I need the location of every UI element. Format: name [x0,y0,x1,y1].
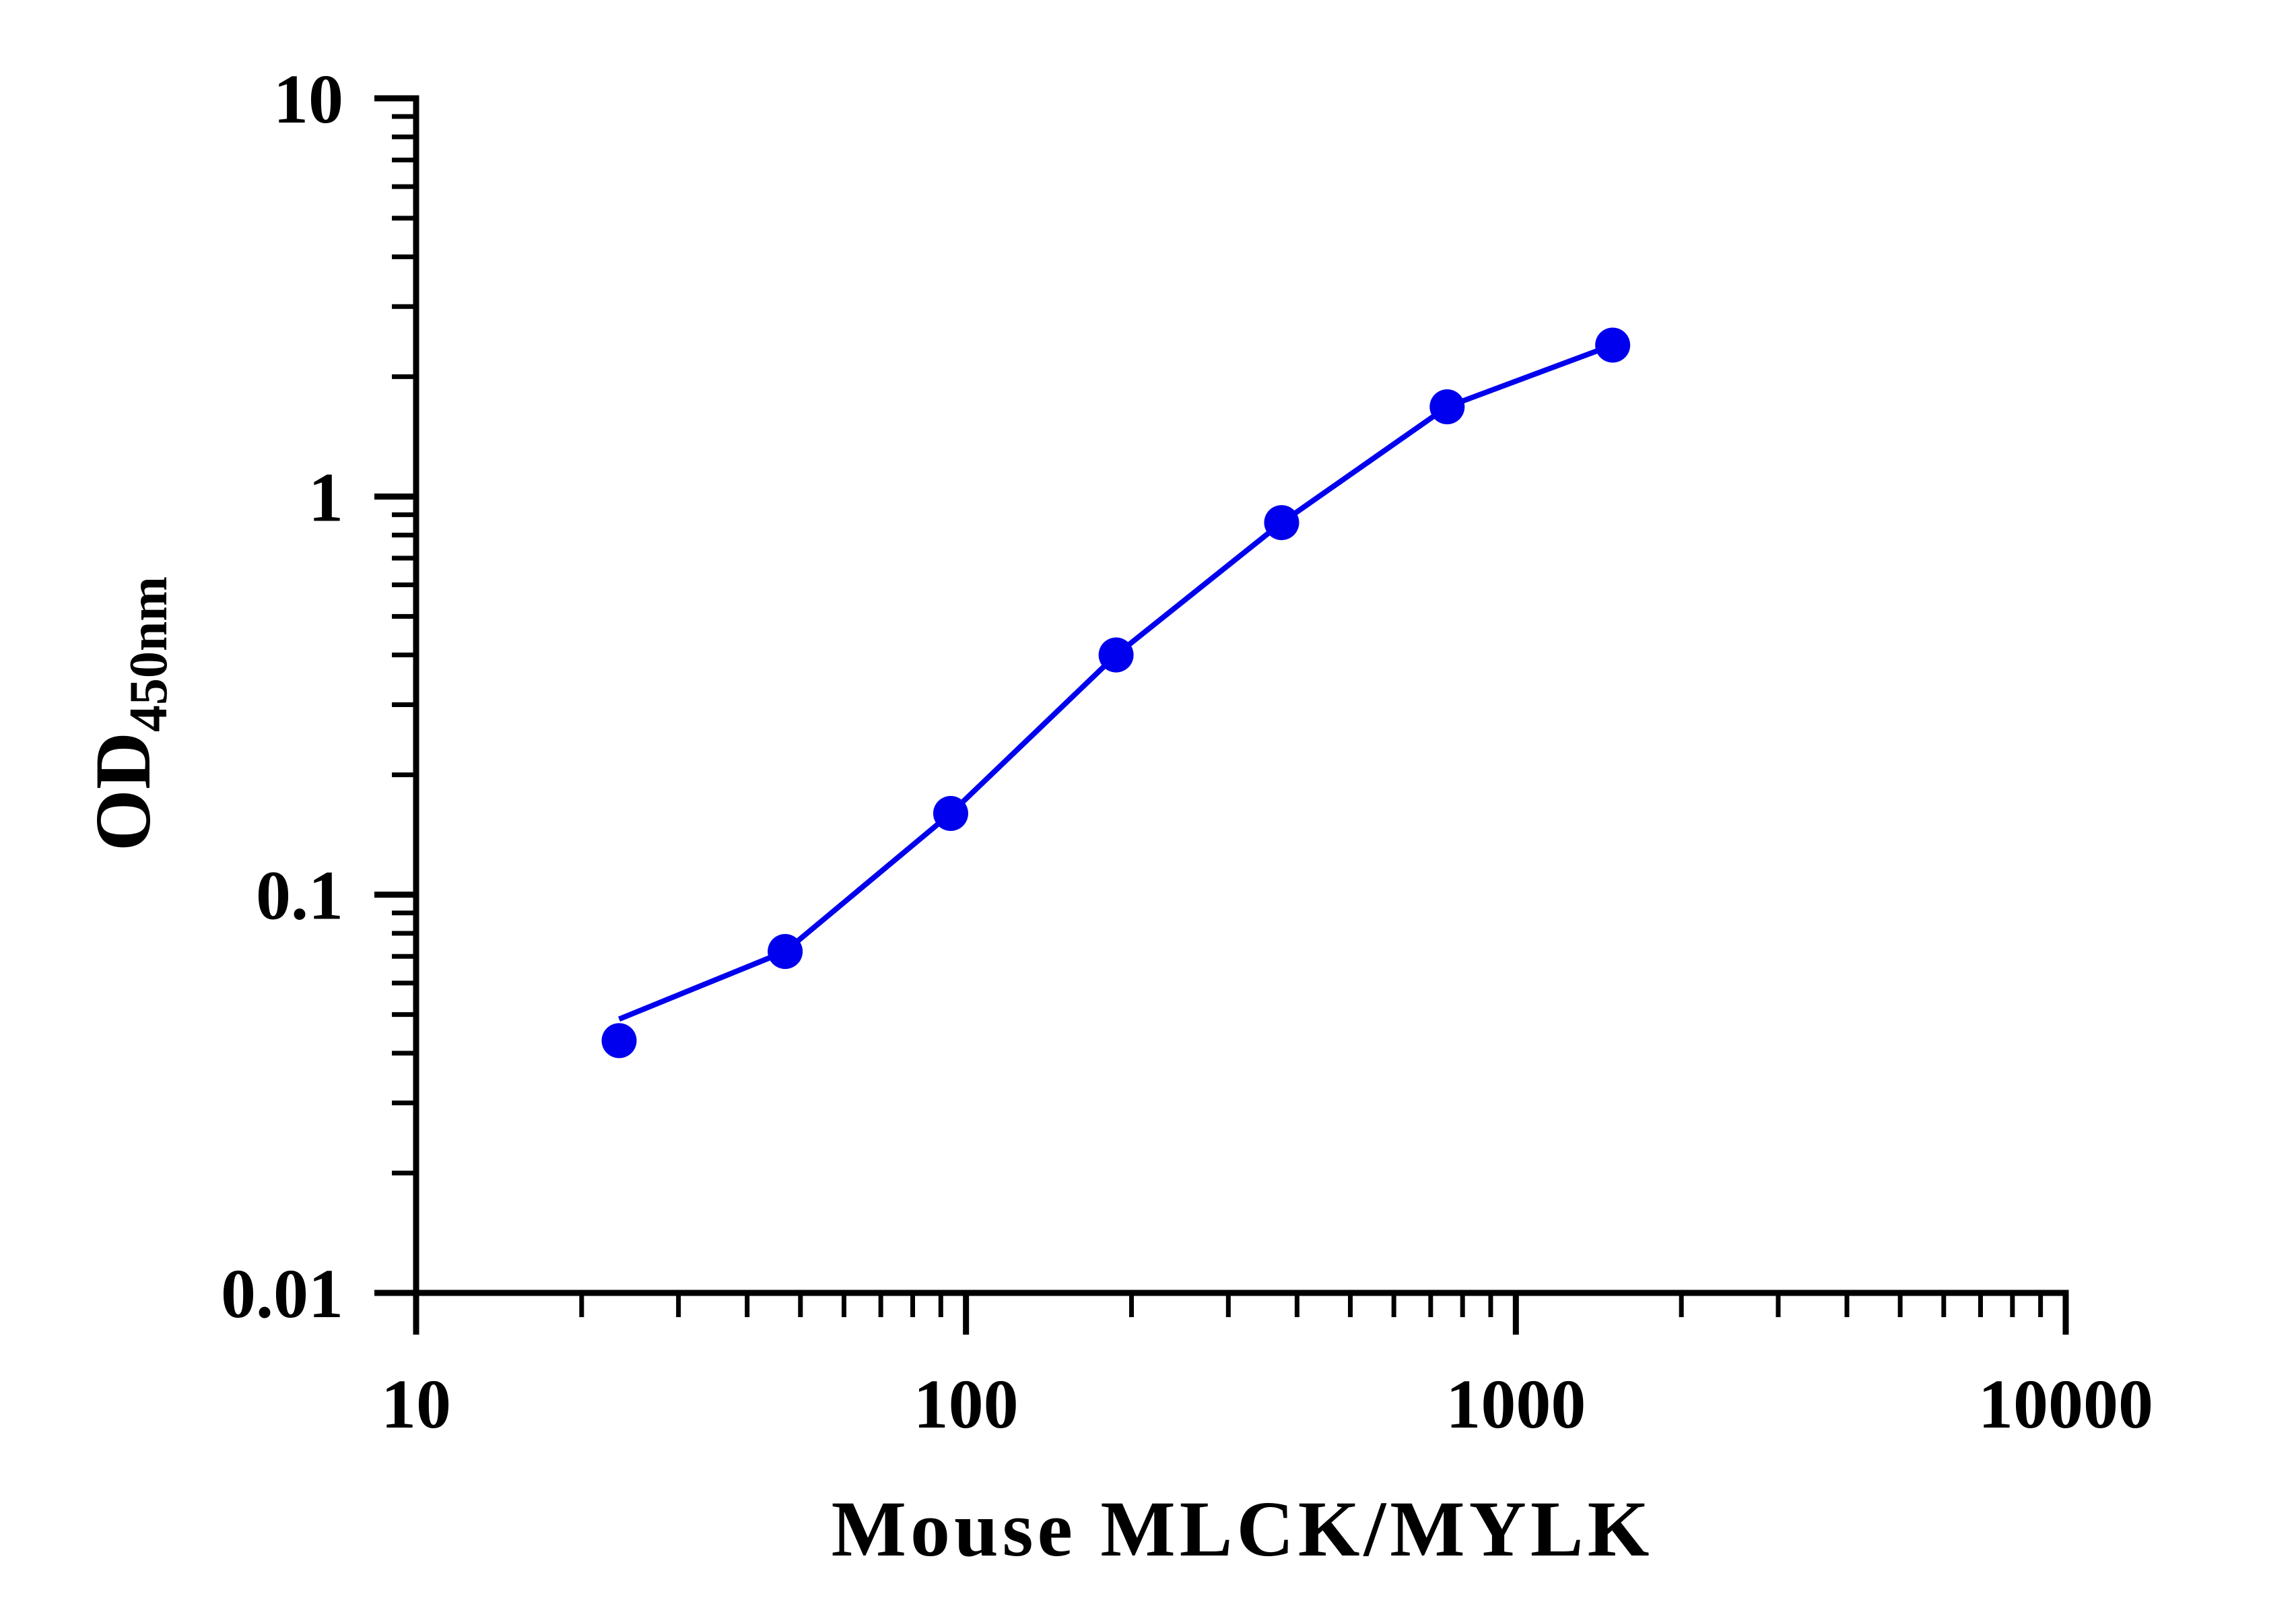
y-axis-title-subscript: 450nm [119,576,178,732]
data-point [601,1023,637,1059]
y-tick-label: 1 [308,459,343,536]
y-tick-label: 0.01 [221,1255,343,1333]
y-axis-title-main: OD [79,732,167,851]
data-point [933,795,968,831]
series-layer [601,327,1631,1059]
data-point [768,934,803,970]
data-point [1264,505,1299,541]
x-tick-label: 10000 [1978,1366,2153,1443]
data-point [1429,389,1465,425]
x-tick-label: 100 [914,1366,1019,1443]
data-point [1098,637,1134,673]
x-axis-title: Mouse MLCK/MYLK [832,1485,1654,1573]
y-tick-label: 10 [273,61,343,138]
y-tick-label: 0.1 [256,857,343,935]
x-tick-label: 1000 [1446,1366,1586,1443]
series-line [617,342,1614,1022]
tick-labels: 0.01 0.1 1 10 10 100 1000 10000 [221,61,2153,1443]
y-axis-title: OD450nm [79,576,178,851]
x-tick-label: 10 [381,1366,451,1443]
data-point [1595,327,1631,363]
axes [374,95,2069,1335]
